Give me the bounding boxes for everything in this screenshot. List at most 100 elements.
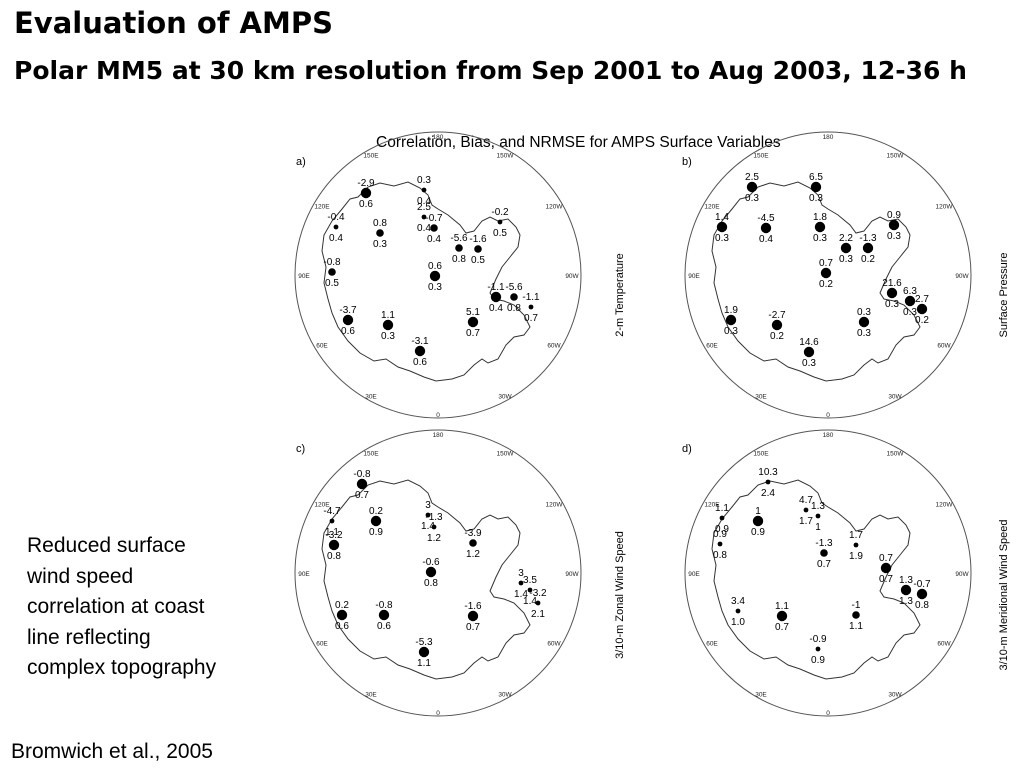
station-dot — [771, 319, 783, 331]
station-marker: -3.2 0.8 — [325, 530, 343, 562]
station-marker: -5.6 0.8 — [450, 233, 468, 265]
station-dot — [814, 221, 826, 233]
station-dot — [527, 587, 533, 593]
station-dot — [815, 513, 821, 519]
station-dot — [382, 319, 394, 331]
station-marker: 5.1 0.7 — [466, 307, 480, 339]
station-marker: 10.3 2.4 — [758, 467, 778, 499]
station-bias-label: -5.6 — [505, 282, 523, 293]
station-bias-label: -2.7 — [768, 310, 786, 321]
station-dot — [431, 524, 437, 530]
station-marker: 14.6 0.3 — [799, 337, 819, 369]
station-value-label: 0.4 — [329, 233, 343, 244]
station-dot — [858, 316, 870, 328]
station-marker: 21.6 0.3 — [882, 278, 902, 310]
station-bias-label: 0.7 — [879, 553, 893, 564]
station-value-label: 0.3 — [857, 328, 871, 339]
station-bias-label: 0.3 — [857, 307, 871, 318]
station-marker: -1.6 0.5 — [469, 234, 487, 266]
station-bias-label: 6.3 — [903, 286, 917, 297]
station-value-label: 1.1 — [417, 658, 431, 669]
panel-d-lon-label: 30W — [888, 691, 902, 698]
panel-a-lon-label: 60E — [316, 343, 328, 350]
station-marker: -1.1 0.4 — [487, 282, 505, 314]
station-marker: 1.1 0.9 — [715, 503, 729, 535]
station-dot — [886, 287, 898, 299]
station-bias-label: -0.8 — [375, 600, 393, 611]
panel-b-coastline — [711, 181, 921, 382]
station-bias-label: -5.6 — [450, 233, 468, 244]
station-value-label: 0.4 — [417, 223, 431, 234]
station-bias-label: -2.9 — [357, 178, 375, 189]
station-dot — [725, 314, 737, 326]
station-marker: 1.1 0.7 — [775, 601, 789, 633]
station-value-label: 1.1 — [325, 527, 339, 538]
panel-d-variable-label: 3/10-m Meridional Wind Speed — [998, 519, 1010, 670]
station-bias-label: -1 — [852, 600, 861, 611]
station-value-label: 1.1 — [849, 621, 863, 632]
station-dot — [719, 515, 725, 521]
station-bias-label: -3.9 — [464, 528, 482, 539]
station-marker: 6.5 0.3 — [809, 172, 823, 204]
panel-a-lon-label: 120E — [314, 204, 330, 211]
panel-c-lon-label: 30W — [498, 691, 512, 698]
station-value-label: 0.7 — [879, 574, 893, 585]
station-bias-label: 3.5 — [523, 575, 537, 586]
station-marker: 1.1 0.3 — [381, 310, 395, 342]
panel-b-latitude-circle — [684, 131, 972, 419]
station-bias-label: -4.7 — [323, 506, 341, 517]
station-bias-label: 2.2 — [839, 233, 853, 244]
station-dot — [378, 609, 390, 621]
station-value-label: 0.4 — [427, 234, 441, 245]
panel-c-lon-label: 60E — [316, 641, 328, 648]
station-dot — [916, 588, 928, 600]
station-dot — [880, 562, 892, 574]
station-value-label: 0.6 — [359, 199, 373, 210]
station-marker: 1.3 1.3 — [899, 575, 913, 607]
station-value-label: 0.5 — [471, 255, 485, 266]
panel-c-lon-label: 60W — [547, 641, 561, 648]
station-map-figure: Correlation, Bias, and NRMSE for AMPS Su… — [290, 125, 1024, 728]
station-marker: 3.4 1.0 — [731, 596, 745, 628]
station-dot — [414, 345, 426, 357]
station-value-label: 1.2 — [427, 533, 441, 544]
station-value-label: 0.3 — [813, 233, 827, 244]
panel-d-lon-label: 60E — [706, 641, 718, 648]
station-bias-label: -3.2 — [325, 530, 343, 541]
station-dot — [336, 609, 348, 621]
station-marker: -1.3 1.2 — [425, 512, 443, 544]
station-value-label: 0.3 — [428, 282, 442, 293]
station-marker: 1.9 0.3 — [724, 305, 738, 337]
station-marker: 1.7 1.9 — [849, 530, 863, 562]
panel-c-tag: c) — [296, 443, 305, 455]
station-marker: 31.4 — [514, 568, 528, 600]
station-value-label: 0.5 — [493, 228, 507, 239]
panel-d-lon-label: 90E — [688, 571, 700, 578]
station-marker: 0.3 0.4 — [417, 175, 431, 207]
station-value-label: 0.3 — [903, 307, 917, 318]
station-dot — [862, 242, 874, 254]
station-dot — [916, 303, 928, 315]
station-marker: 2.5 0.4 — [417, 202, 431, 234]
station-marker: -0.6 0.8 — [422, 557, 440, 589]
panel-a-lon-label: 90E — [298, 273, 310, 280]
station-marker: -0.8 0.7 — [353, 469, 371, 501]
station-bias-label: 1.3 — [811, 501, 825, 512]
panel-d-tag: d) — [682, 443, 692, 455]
station-bias-label: -1.3 — [815, 538, 833, 549]
panel-a-lon-label: 30E — [365, 393, 377, 400]
panel-c-variable-label: 3/10-m Zonal Wind Speed — [614, 531, 626, 659]
station-dot — [853, 542, 859, 548]
station-dot — [510, 293, 518, 301]
station-bias-label: -1.1 — [487, 282, 505, 293]
station-value-label: 0.3 — [885, 299, 899, 310]
station-dot — [467, 316, 479, 328]
station-marker: 10.9 — [751, 506, 765, 538]
station-value-label: 0.7 — [466, 622, 480, 633]
panel-a-coastline — [321, 181, 531, 382]
station-marker: -0.8 0.6 — [375, 600, 393, 632]
station-bias-label: 0.7 — [819, 258, 833, 269]
figure-svg: Correlation, Bias, and NRMSE for AMPS Su… — [294, 131, 1010, 717]
station-marker: -0.7 0.4 — [425, 213, 443, 245]
station-value-label: 1.0 — [731, 617, 745, 628]
